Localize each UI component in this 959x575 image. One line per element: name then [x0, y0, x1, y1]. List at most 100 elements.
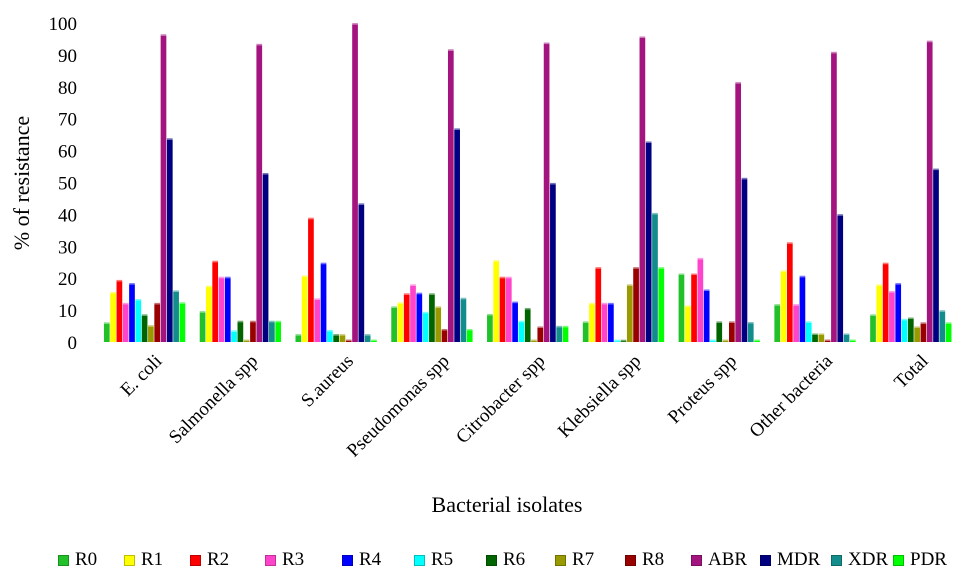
bar-cap: [582, 321, 589, 323]
bar: [684, 306, 691, 342]
legend-swatch: [486, 554, 497, 566]
bar-cap: [206, 285, 212, 288]
bar-cap: [550, 182, 556, 185]
bar: [179, 303, 186, 342]
y-tick-label: 20: [58, 269, 77, 290]
bar: [543, 44, 550, 343]
bar-cap: [237, 320, 244, 323]
bar: [371, 341, 377, 342]
y-tick-label: 40: [58, 205, 77, 226]
bar-cap: [339, 334, 346, 336]
bar-cap: [391, 306, 397, 308]
bar: [103, 323, 110, 342]
bar-cap: [460, 297, 467, 300]
bar: [907, 319, 914, 342]
legend-item: ABR: [691, 549, 747, 571]
legend-label: XDR: [848, 549, 889, 570]
bar-cap: [154, 302, 161, 305]
bar-chart: 0 10 20 30 40 50 60 70 80 90 100 E. coliSalmonella…: [9, 14, 952, 517]
legend-swatch: [265, 554, 276, 566]
bar-cap: [601, 302, 608, 305]
y-axis-ticks: 0 10 20 30 40 50 60 70 80 90 100: [49, 14, 78, 354]
bar: [339, 335, 346, 342]
bar: [454, 129, 460, 342]
bar: [416, 294, 423, 342]
legend-label: PDR: [910, 549, 947, 570]
bar: [262, 174, 269, 342]
legend-item: R6: [486, 549, 525, 571]
bar: [747, 323, 754, 342]
bar-cap: [633, 267, 639, 269]
bar-cap: [945, 322, 952, 324]
bar: [799, 277, 806, 342]
bar: [122, 304, 129, 342]
bar: [199, 312, 206, 342]
bar-cap: [907, 317, 914, 320]
bar: [160, 35, 167, 342]
bar-cap: [716, 321, 723, 323]
bar: [645, 142, 652, 342]
bar: [275, 322, 282, 342]
bar: [116, 281, 123, 342]
bar: [837, 215, 844, 342]
legend-item: R1: [124, 549, 163, 571]
legend-swatch: [342, 554, 353, 566]
bar: [173, 291, 179, 342]
bar-cap: [218, 276, 225, 279]
bar: [926, 42, 933, 342]
bar: [314, 299, 321, 342]
bar: [870, 315, 876, 342]
bar-cap: [116, 279, 123, 282]
bar-cap: [793, 304, 799, 306]
legend-label: R5: [431, 549, 454, 570]
bar-cap: [141, 314, 148, 316]
bar-cap: [512, 301, 518, 304]
bar: [154, 304, 161, 342]
bar-cap: [933, 168, 939, 171]
bar-cap: [308, 217, 314, 220]
legend-label: R2: [207, 549, 230, 570]
bar-cap: [895, 283, 902, 285]
bar-cap: [831, 51, 837, 54]
bar-cap: [301, 275, 308, 277]
bar-cap: [487, 314, 493, 316]
bar-cap: [454, 128, 460, 130]
bar-cap: [364, 334, 371, 336]
legend-item: XDR: [831, 549, 888, 571]
bar: [141, 315, 148, 342]
bar-cap: [505, 276, 512, 279]
bar-cap: [199, 311, 206, 313]
bar: [441, 330, 448, 342]
bar: [780, 271, 787, 342]
bar: [882, 264, 889, 342]
y-tick-label: 60: [58, 142, 77, 163]
legend-swatch: [414, 554, 425, 566]
legend-label: MDR: [777, 549, 821, 570]
bar: [269, 322, 275, 342]
bar: [939, 311, 946, 342]
bar: [364, 335, 371, 342]
bar: [608, 304, 614, 342]
x-category-label: E. coli: [117, 351, 167, 401]
bar: [614, 341, 621, 342]
bar-cap: [103, 322, 110, 324]
bar: [518, 322, 525, 342]
bar: [754, 341, 760, 342]
y-tick-label: 10: [58, 301, 77, 322]
y-tick-label: 90: [58, 46, 77, 67]
bar-cap: [837, 214, 844, 216]
bar: [524, 309, 531, 342]
bar-cap: [403, 293, 410, 295]
legend-swatch: [124, 554, 135, 566]
bar: [308, 219, 314, 342]
bar-cap: [595, 267, 602, 269]
bar-cap: [639, 36, 646, 38]
bar: [703, 290, 710, 342]
bar: [945, 323, 952, 342]
legend-label: R3: [282, 549, 305, 570]
bar: [237, 322, 244, 342]
bar: [774, 305, 781, 342]
legend-label: R1: [141, 549, 164, 570]
bar-cap: [658, 267, 665, 269]
